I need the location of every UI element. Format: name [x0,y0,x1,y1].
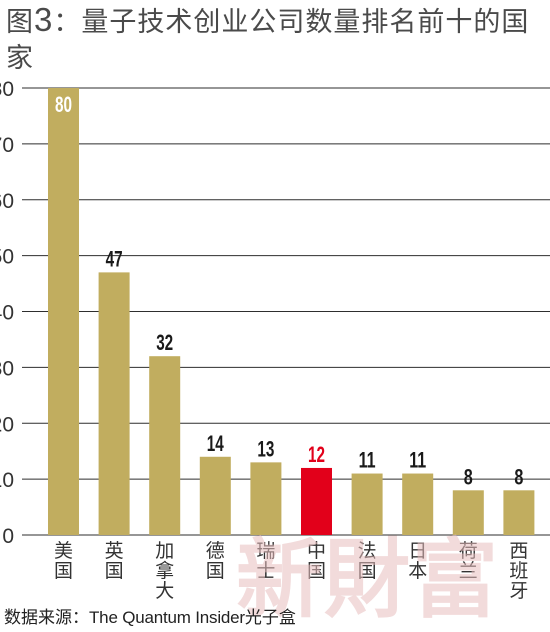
y-tick-label: 80 [0,78,14,101]
bar-8 [402,473,434,535]
title-number: 3 [34,1,54,38]
category-label: 瑞士 [256,540,275,582]
category-label: 日本 [408,540,427,582]
value-label: 14 [207,431,225,456]
bar-2 [98,272,130,535]
y-tick-label: 10 [0,469,14,492]
y-tick-label: 20 [0,413,14,436]
bar-5 [250,462,282,535]
category-label: 法国 [358,540,377,582]
value-labels: 80 47 32 14 13 12 11 11 8 8 [55,92,523,489]
value-label: 47 [106,246,123,271]
source-suffix: 光子盒 [244,608,296,628]
y-tick-label: 50 [0,246,14,269]
y-tick-label: 0 [2,525,14,548]
value-label: 13 [257,436,274,461]
title-prefix: 图 [6,7,34,38]
bar-1 [48,88,79,535]
bar-4 [199,456,231,535]
y-tick-label: 30 [0,357,14,380]
category-label: 荷兰 [459,540,478,582]
y-axis-ticks: 0 10 20 30 40 50 60 70 80 [0,78,14,548]
chart-title: 图3：量子技术创业公司数量排名前十的国家 [6,2,546,77]
bar-6 [301,467,332,535]
value-label: 12 [308,442,325,467]
bar-7 [351,473,383,535]
title-text: 量子技术创业公司数量排名前十的国家 [6,7,530,74]
source-note: 数据来源：The Quantum Insider光子盒 [4,603,296,628]
value-label: 8 [514,464,523,489]
y-tick-label: 60 [0,190,14,213]
y-tick-label: 70 [0,134,14,157]
source-separator: ： [72,608,89,628]
category-label: 美国 [54,540,73,582]
category-label: 英国 [105,540,124,582]
source-publisher: The Quantum Insider [89,608,245,627]
source-label: 数据来源 [4,608,72,628]
bars [48,88,535,535]
value-label: 11 [409,448,426,473]
bar-9 [452,490,484,535]
category-label: 中国 [307,540,326,582]
title-separator: ： [53,7,82,38]
category-label: 德国 [206,540,225,582]
category-label: 西班牙 [509,540,528,602]
bar-3 [149,356,181,535]
category-label: 加拿大 [155,540,174,602]
y-tick-label: 40 [0,302,14,325]
value-label: 32 [156,330,173,355]
bar-10 [503,490,535,535]
value-label: 11 [359,448,376,473]
value-label: 80 [55,92,72,117]
value-label: 8 [464,464,473,489]
